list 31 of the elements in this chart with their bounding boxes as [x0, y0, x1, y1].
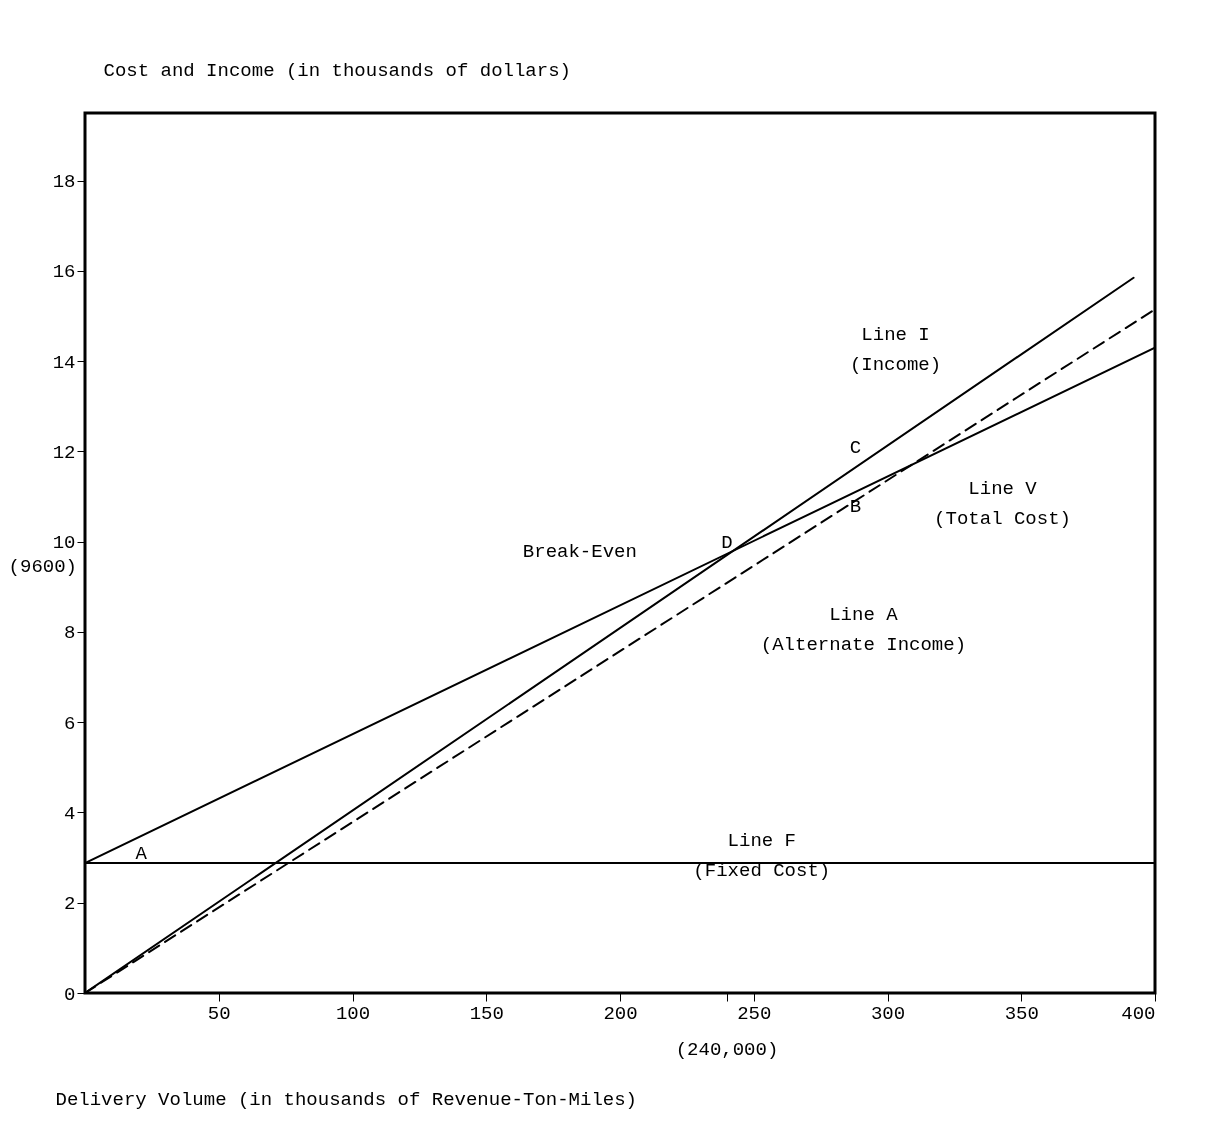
y-tick-label: 0 — [64, 983, 76, 1006]
y-tick-label: 12 — [52, 441, 76, 464]
x-tick-label: 150 — [469, 1002, 504, 1025]
annotation: Line F (Fixed Cost) — [693, 829, 831, 882]
y-tick-label: 10 — [52, 532, 76, 555]
annotation: D — [721, 531, 733, 554]
annotation: Line V (Total Cost) — [934, 477, 1071, 530]
y-tick-label: 18 — [52, 171, 76, 194]
y-tick-label: 14 — [52, 351, 76, 374]
x-tick-label: 400 — [1121, 1002, 1156, 1025]
x-tick-label: 100 — [335, 1002, 371, 1025]
annotation: A — [135, 843, 148, 866]
annotation: Line A (Alternate Income) — [760, 603, 967, 656]
y-tick-label: 8 — [64, 622, 76, 645]
y-axis-title: Cost and Income (in thousands of dollars) — [103, 59, 571, 82]
x-tick-label: 350 — [1004, 1002, 1039, 1025]
x-tick-label: 200 — [603, 1002, 638, 1025]
x-tick-label: 50 — [207, 1002, 231, 1025]
x-tick-label: 300 — [870, 1002, 906, 1025]
annotation: Break-Even — [522, 540, 637, 563]
y-tick-label: 4 — [64, 802, 76, 825]
y-tick-label: 2 — [64, 893, 76, 916]
y-tick-label: 16 — [52, 261, 76, 284]
text: (240,000) — [675, 1039, 779, 1061]
annotation: C — [849, 436, 862, 459]
y-tick-label: 6 — [64, 712, 76, 735]
x-axis-title: Delivery Volume (in thousands of Revenue-Ton-Miles) — [55, 1088, 637, 1111]
annotation: B — [849, 495, 862, 518]
text: (9600) — [8, 556, 77, 579]
annotation: Line I (Income) — [849, 324, 942, 377]
x-tick-label: 250 — [737, 1002, 772, 1025]
